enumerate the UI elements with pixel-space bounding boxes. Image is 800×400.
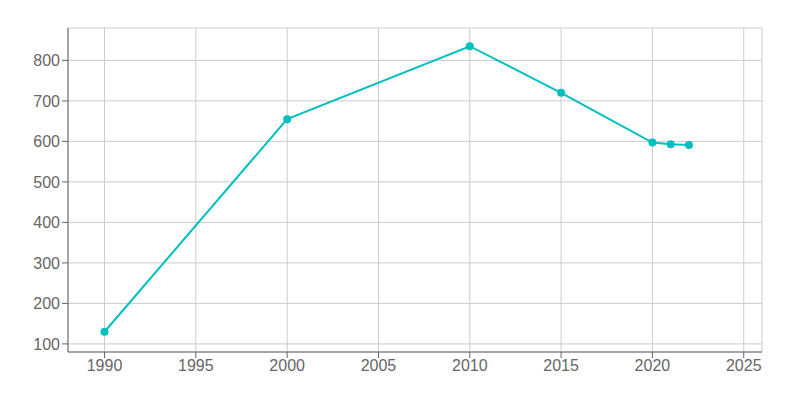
svg-text:500: 500	[33, 174, 60, 191]
svg-text:800: 800	[33, 52, 60, 69]
svg-text:2020: 2020	[635, 357, 671, 374]
svg-text:2015: 2015	[543, 357, 579, 374]
svg-text:2010: 2010	[452, 357, 488, 374]
svg-text:400: 400	[33, 214, 60, 231]
svg-text:700: 700	[33, 93, 60, 110]
svg-text:200: 200	[33, 295, 60, 312]
svg-text:2000: 2000	[269, 357, 305, 374]
svg-text:2025: 2025	[726, 357, 762, 374]
svg-text:1995: 1995	[178, 357, 214, 374]
svg-text:1990: 1990	[87, 357, 123, 374]
svg-text:100: 100	[33, 336, 60, 353]
svg-text:600: 600	[33, 133, 60, 150]
svg-text:2005: 2005	[361, 357, 397, 374]
svg-text:300: 300	[33, 255, 60, 272]
